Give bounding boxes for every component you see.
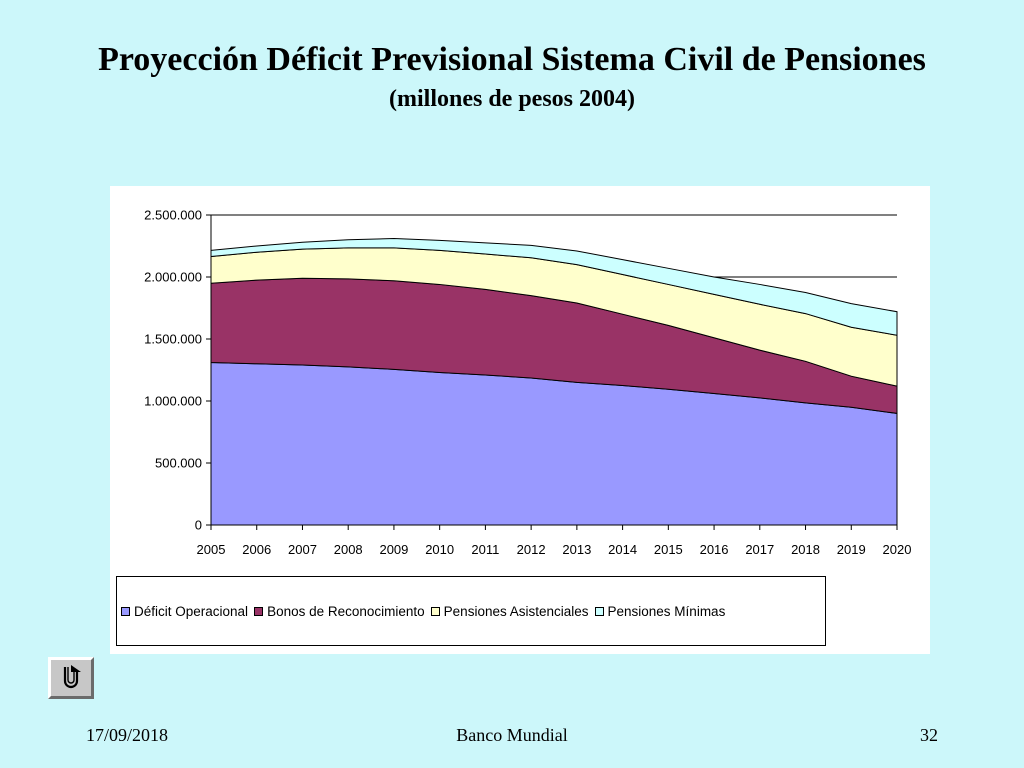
y-tick-label: 0 <box>195 518 202 533</box>
y-tick-label: 1.500.000 <box>144 332 202 347</box>
legend-label: Pensiones Mínimas <box>607 603 726 619</box>
footer-page-number: 32 <box>920 725 938 745</box>
x-tick-label: 2015 <box>654 542 683 557</box>
x-tick-label: 2010 <box>425 542 454 557</box>
x-tick-label: 2013 <box>562 542 591 557</box>
legend-item: Bonos de Reconocimiento <box>254 604 425 619</box>
x-tick-label: 2011 <box>471 542 499 557</box>
slide-title: Proyección Déficit Previsional Sistema C… <box>98 41 926 78</box>
legend-swatch <box>121 606 130 616</box>
stacked-area-chart: 0 500.000 1.000.000 1.500.000 2.000.000 2.500… <box>144 208 912 558</box>
chart-legend: Déficit Operacional Bonos de Reconocimien… <box>116 576 826 646</box>
u-turn-return-icon <box>63 665 81 689</box>
x-tick-label: 2006 <box>242 542 271 557</box>
x-tick-label: 2016 <box>700 542 729 557</box>
area-series-pensiones-minimas <box>210 238 898 336</box>
x-tick-label: 2014 <box>608 542 637 557</box>
slide-title-block: Proyección Déficit Previsional Sistema C… <box>40 38 984 114</box>
x-tick-label: 2019 <box>837 542 866 557</box>
legend-swatch <box>430 606 440 616</box>
chart-panel: 0 500.000 1.000.000 1.500.000 2.000.000 2.500… <box>110 186 930 654</box>
x-tick-label: 2020 <box>883 542 912 557</box>
x-tick-label: 2007 <box>288 542 317 557</box>
footer-date: 17/09/2018 <box>86 725 169 745</box>
legend-item: Pensiones Mínimas <box>594 603 726 619</box>
legend-item: Pensiones Asistenciales <box>430 603 589 619</box>
legend-label: Pensiones Asistenciales <box>443 603 589 619</box>
y-tick-label: 500.000 <box>155 456 202 471</box>
legend-item: Déficit Operacional <box>121 604 248 619</box>
footer-center-text: Banco Mundial <box>456 725 568 745</box>
x-tick-label: 2008 <box>334 542 363 557</box>
y-tick-label: 2.500.000 <box>144 208 202 223</box>
slide-subtitle: (millones de pesos 2004) <box>389 86 635 112</box>
y-tick-label: 2.000.000 <box>144 270 202 285</box>
y-tick-label: 1.000.000 <box>144 394 202 409</box>
legend-label: Bonos de Reconocimiento <box>267 603 425 619</box>
x-tick-label: 2012 <box>517 542 546 557</box>
return-nav-button[interactable] <box>48 657 94 699</box>
x-tick-label: 2005 <box>197 542 226 557</box>
legend-label: Déficit Operacional <box>134 603 249 619</box>
legend-swatch <box>254 606 264 616</box>
x-tick-label: 2017 <box>745 542 774 557</box>
legend-swatch <box>594 606 604 616</box>
x-tick-label: 2018 <box>791 542 820 557</box>
x-tick-label: 2009 <box>379 542 408 557</box>
